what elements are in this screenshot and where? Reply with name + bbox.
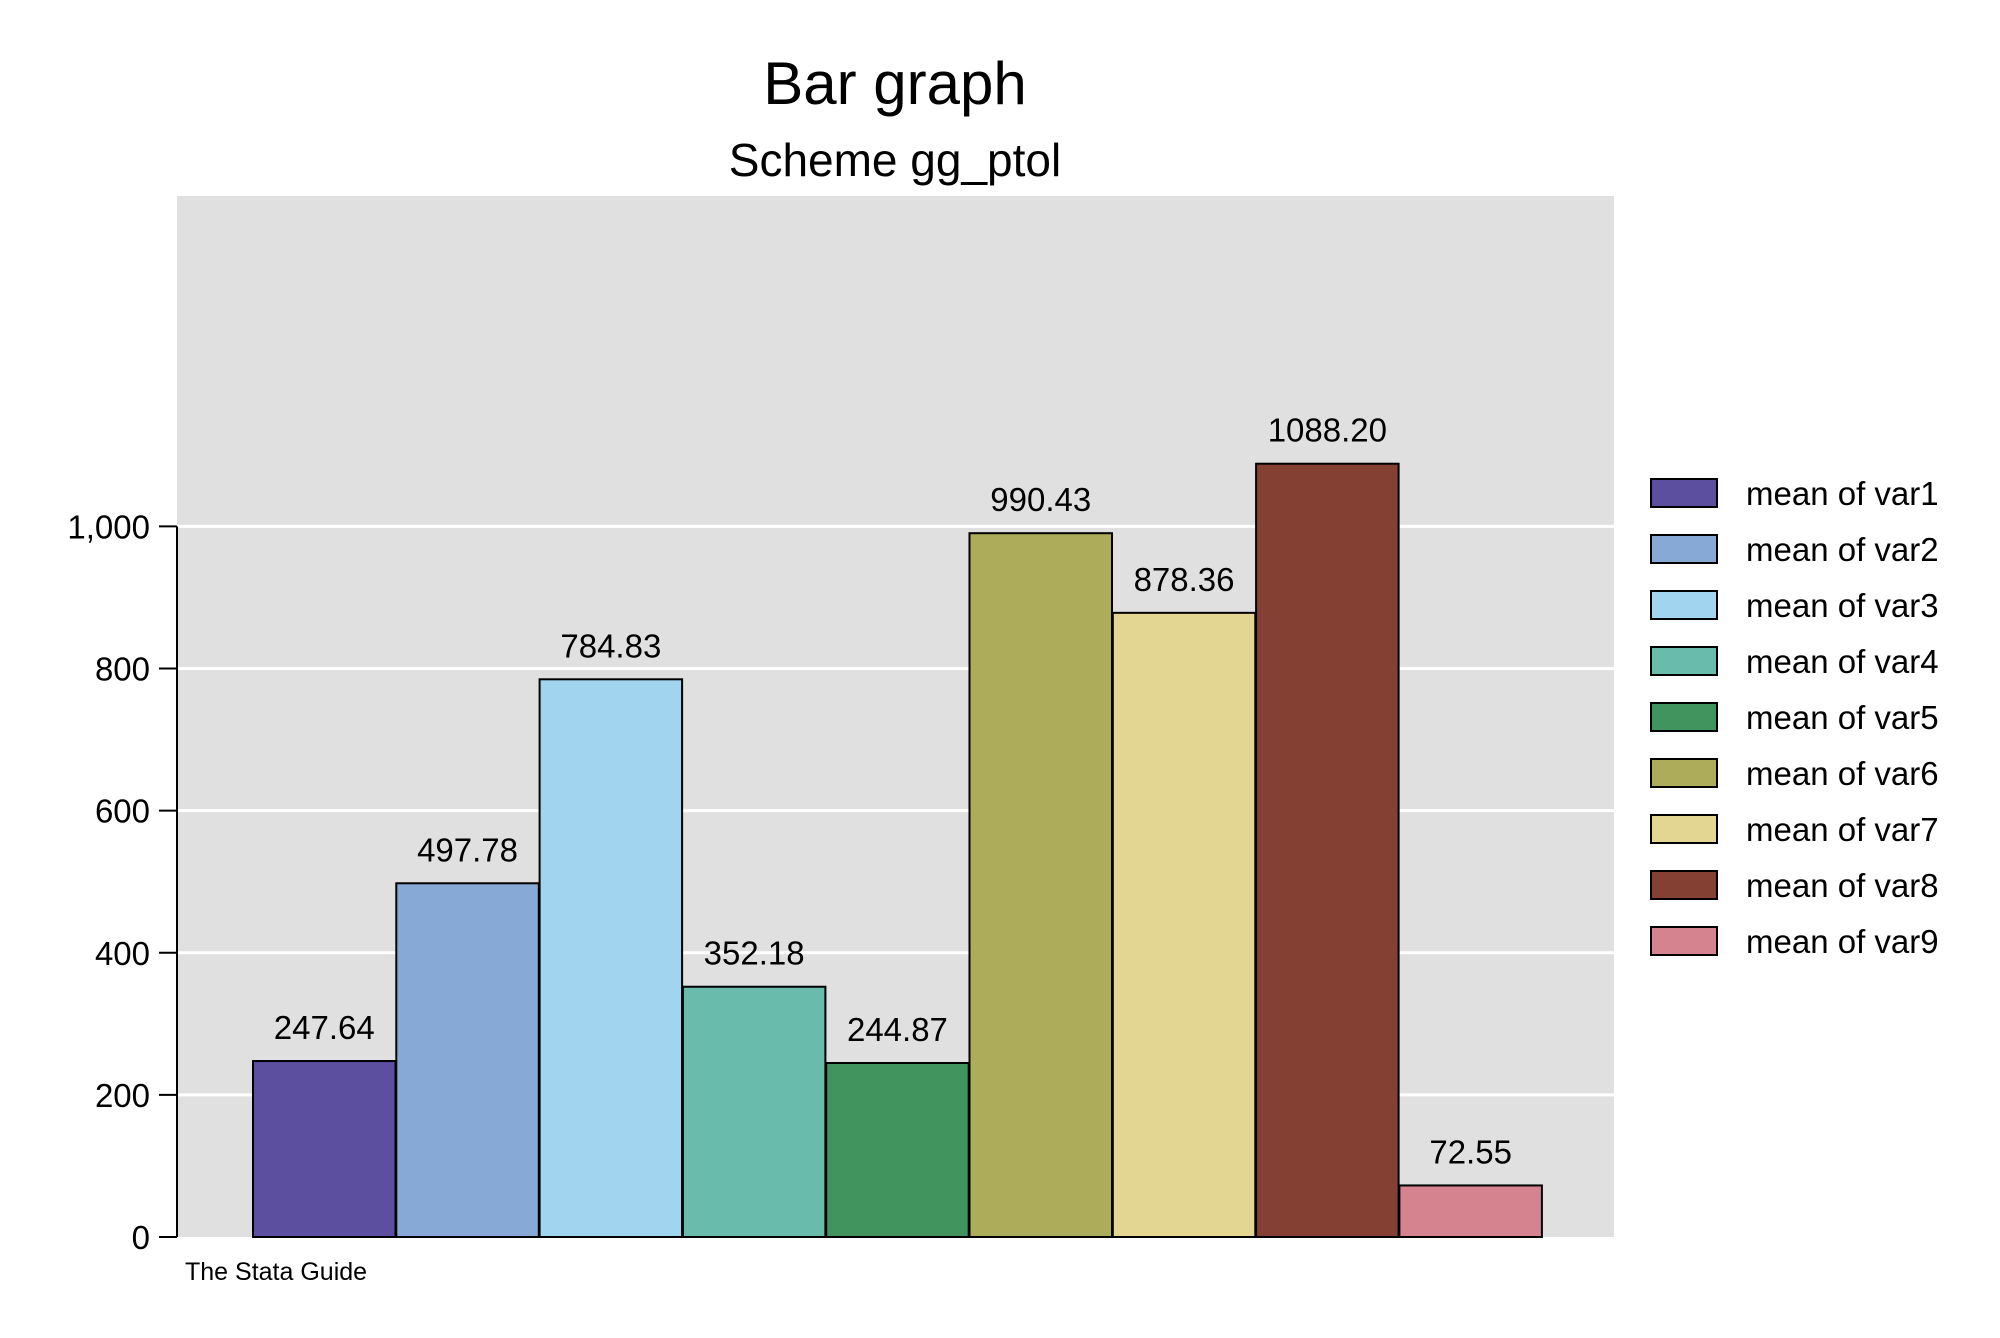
- legend-label: mean of var5: [1746, 699, 1939, 736]
- bar-value-label: 247.64: [274, 1009, 375, 1046]
- bar-var4: [681, 985, 827, 1239]
- legend-label: mean of var6: [1746, 755, 1939, 792]
- chart-note: The Stata Guide: [185, 1258, 367, 1286]
- y-tick-label: 600: [95, 793, 150, 830]
- bar-var5: [825, 1061, 970, 1238]
- legend: mean of var1 mean of var2 mean of var3 mean…: [1650, 475, 1939, 960]
- bar-value-label: 990.43: [990, 481, 1091, 518]
- legend-swatch: [1650, 814, 1718, 844]
- y-tick-label: 200: [95, 1077, 150, 1114]
- bar-value-label: 497.78: [417, 831, 518, 868]
- bar-var9: [1398, 1184, 1543, 1238]
- legend-swatch: [1650, 702, 1718, 732]
- legend-label: mean of var1: [1746, 475, 1939, 512]
- legend-swatch: [1650, 870, 1718, 900]
- chart-subtitle: Scheme gg_ptol: [729, 134, 1061, 186]
- bar-var3: [538, 678, 684, 1238]
- legend-label: mean of var3: [1746, 587, 1939, 624]
- bar-value-label: 878.36: [1134, 561, 1235, 598]
- legend-swatch: [1650, 646, 1718, 676]
- bar-var6: [968, 532, 1113, 1238]
- legend-swatch: [1650, 534, 1718, 564]
- bars: [252, 462, 1543, 1239]
- y-tick-label: 400: [95, 935, 150, 972]
- legend-swatch: [1650, 590, 1718, 620]
- bar-value-label: 72.55: [1429, 1133, 1512, 1170]
- legend-swatch: [1650, 478, 1718, 508]
- bar-var7: [1111, 611, 1257, 1238]
- bar-value-label: 244.87: [847, 1011, 948, 1048]
- legend-label: mean of var4: [1746, 643, 1939, 680]
- bar-var8: [1255, 462, 1400, 1238]
- y-axis: 0 200 400 600 800 1,000: [67, 508, 178, 1256]
- bar-value-label: 1088.20: [1268, 412, 1387, 449]
- legend-swatch: [1650, 758, 1718, 788]
- legend-swatch: [1650, 926, 1718, 956]
- chart-title: Bar graph: [763, 50, 1027, 117]
- legend-label: mean of var8: [1746, 867, 1939, 904]
- y-tick-label: 1,000: [67, 508, 150, 545]
- y-tick-label: 800: [95, 651, 150, 688]
- bar-var2: [395, 882, 540, 1238]
- bar-value-label: 784.83: [560, 627, 661, 664]
- legend-label: mean of var2: [1746, 531, 1939, 568]
- legend-label: mean of var9: [1746, 923, 1939, 960]
- bar-value-label: 352.18: [704, 935, 805, 972]
- y-tick-label: 0: [132, 1219, 150, 1256]
- bar-value-labels: 247.64 497.78 784.83 352.18 244.87 990.43 878.…: [274, 412, 1512, 1171]
- bar-var1: [252, 1060, 397, 1238]
- legend-label: mean of var7: [1746, 811, 1939, 848]
